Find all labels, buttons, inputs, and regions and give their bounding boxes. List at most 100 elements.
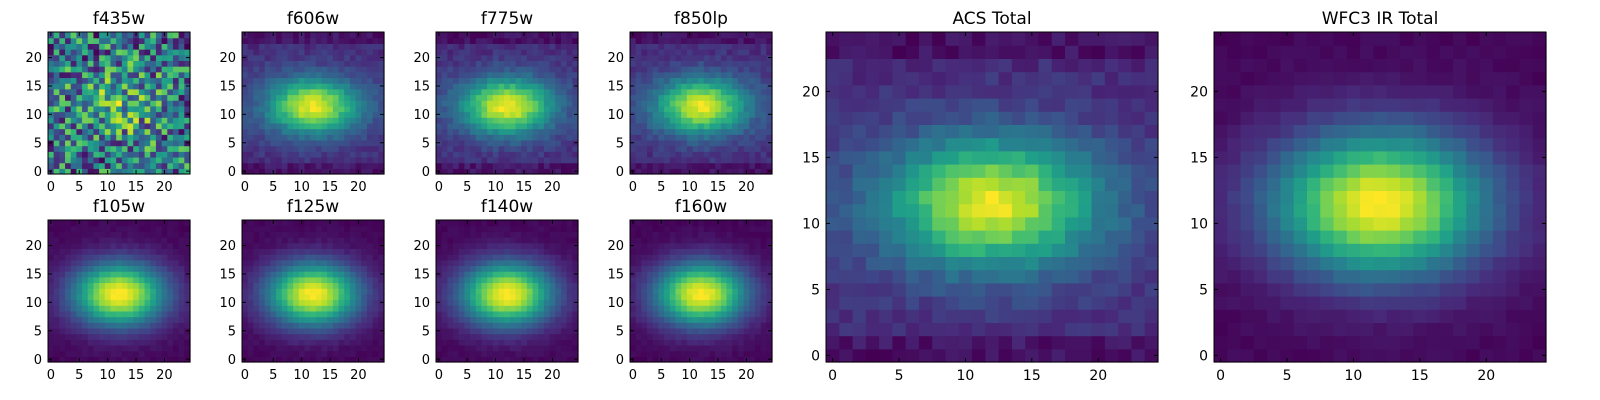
heatmap-cell [453, 32, 460, 39]
heatmap-cell [464, 162, 471, 169]
heatmap-cell [93, 356, 100, 363]
heatmap-cell [178, 88, 185, 96]
heatmap-cell [686, 94, 694, 101]
heatmap-cell [344, 316, 351, 323]
heatmap-cell [242, 105, 249, 113]
heatmap-cell [127, 356, 134, 363]
heatmap-cell [504, 242, 511, 249]
heatmap-cell [150, 282, 157, 289]
heatmap-cell [155, 66, 163, 73]
heatmap-cell [361, 242, 368, 249]
y-tick-label: 10 [25, 296, 42, 311]
x-tick-label: 10 [99, 180, 116, 195]
heatmap-cell [270, 83, 277, 90]
heatmap-cell [709, 77, 716, 84]
heatmap-cell [555, 122, 562, 130]
heatmap-cell [242, 37, 249, 44]
heatmap-cell [144, 105, 151, 113]
heatmap-cell [65, 220, 72, 227]
heatmap-cell [178, 71, 185, 79]
heatmap-cell [720, 43, 728, 50]
heatmap-cell [509, 111, 517, 118]
heatmap-cell [178, 43, 185, 50]
heatmap-cell [698, 105, 705, 113]
heatmap-cell [572, 293, 579, 301]
heatmap-cell [127, 139, 134, 147]
heatmap-cell [464, 88, 471, 96]
heatmap-cell [172, 265, 180, 272]
heatmap-cell [378, 254, 385, 261]
heatmap-cell [281, 94, 289, 101]
heatmap-cell [247, 83, 254, 90]
heatmap-cell [104, 151, 112, 158]
heatmap-cell [453, 282, 460, 289]
heatmap-cell [355, 248, 362, 255]
heatmap-cell [253, 71, 260, 79]
heatmap-cell [504, 299, 511, 306]
heatmap-cell [110, 299, 117, 306]
heatmap-cell [453, 333, 460, 340]
heatmap-cell [247, 139, 254, 147]
heatmap-cell [167, 288, 174, 295]
heatmap-cell [338, 105, 345, 113]
heatmap-cell [366, 356, 374, 363]
heatmap-cell [572, 105, 579, 113]
heatmap-cell [760, 43, 767, 50]
heatmap-cell [555, 156, 562, 164]
heatmap-cell [355, 88, 362, 96]
heatmap-cell [498, 356, 505, 363]
heatmap-cell [526, 316, 534, 323]
heatmap-cell [453, 54, 460, 61]
heatmap-cell [332, 276, 340, 284]
heatmap-cell [754, 322, 762, 329]
heatmap-cell [99, 111, 106, 118]
heatmap-cell [675, 305, 682, 312]
heatmap-cell [361, 134, 368, 141]
x-tick-label: 15 [322, 180, 339, 195]
heatmap-cell [475, 220, 483, 227]
heatmap-cell [59, 288, 66, 295]
heatmap-cell [504, 134, 511, 141]
heatmap-cell [732, 276, 739, 284]
heatmap-cell [298, 350, 306, 357]
heatmap-cell [178, 162, 185, 169]
heatmap-cell [349, 288, 357, 295]
heatmap-cell [492, 88, 500, 96]
heatmap-cell [82, 293, 89, 301]
heatmap-cell [293, 248, 300, 255]
heatmap-cell [566, 220, 573, 227]
heatmap-cell [144, 54, 151, 61]
heatmap-cell [104, 293, 112, 301]
heatmap-cell [304, 162, 311, 169]
heatmap-cell [270, 288, 277, 295]
heatmap-cell [116, 37, 123, 44]
heatmap-cell [65, 282, 72, 289]
heatmap-cell [686, 139, 694, 147]
heatmap-cell [110, 259, 117, 267]
heatmap-cell [259, 139, 266, 147]
heatmap-cell [732, 350, 739, 357]
heatmap-cell [453, 145, 460, 152]
heatmap-cell [453, 162, 460, 169]
heatmap-cell [675, 151, 682, 158]
heatmap-cell [470, 162, 477, 169]
heatmap-cell [178, 242, 185, 249]
heatmap-cell [754, 105, 762, 113]
heatmap-cell [743, 60, 750, 67]
heatmap-cell [703, 49, 711, 56]
heatmap-cell [184, 220, 191, 227]
heatmap-cell [538, 259, 545, 267]
heatmap-cell [93, 100, 100, 107]
heatmap-cell [698, 339, 705, 346]
heatmap-cell [184, 248, 191, 255]
heatmap-cell [366, 162, 374, 169]
heatmap-cell [504, 162, 511, 169]
heatmap-cell [276, 60, 283, 67]
heatmap-cell [475, 231, 483, 238]
heatmap-cell [366, 128, 374, 135]
heatmap-cell [264, 139, 271, 147]
heatmap-cell [566, 151, 573, 158]
heatmap-cell [76, 83, 83, 90]
heatmap-cell [703, 43, 711, 50]
heatmap-cell [458, 259, 465, 267]
